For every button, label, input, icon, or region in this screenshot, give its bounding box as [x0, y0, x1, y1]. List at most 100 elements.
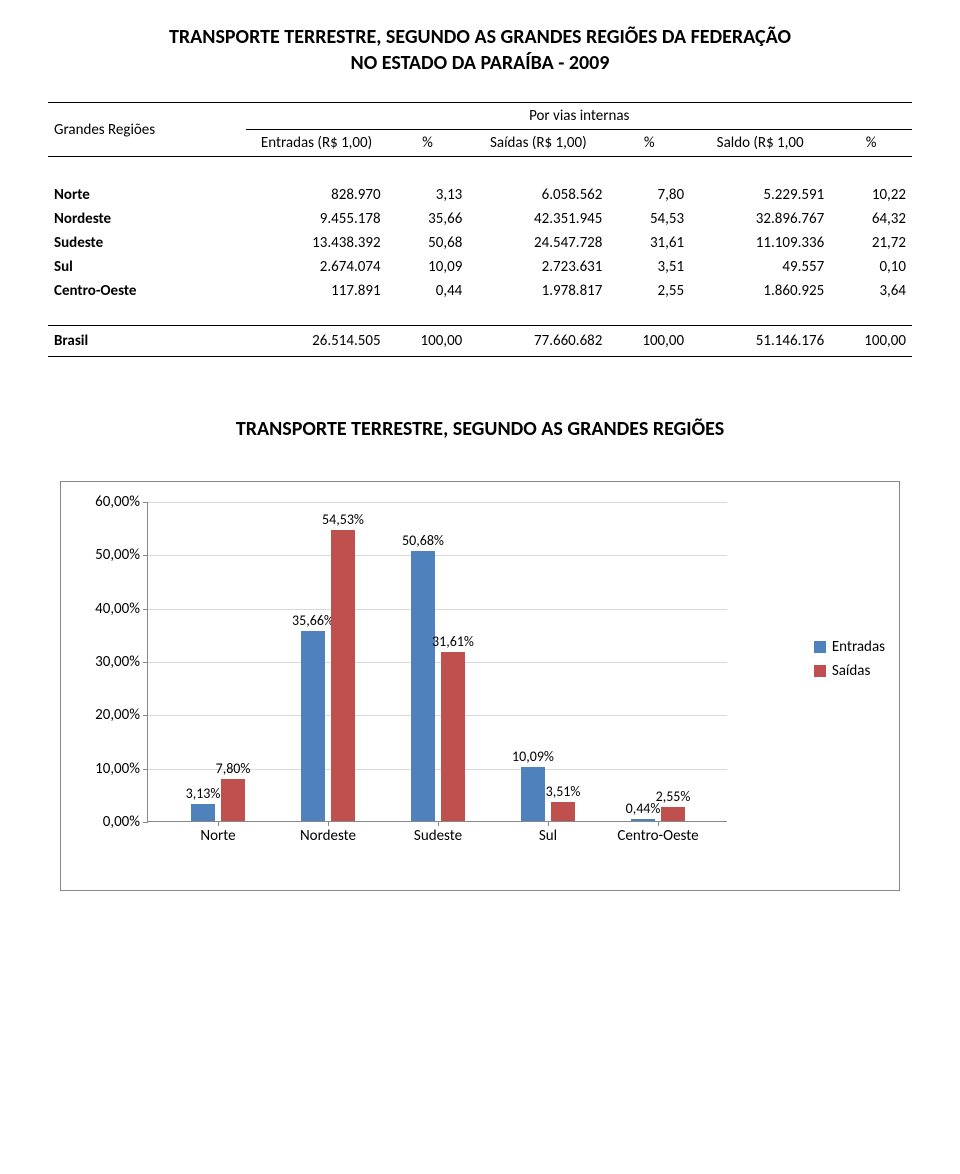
- row-saidas: 6.058.562: [468, 183, 608, 207]
- chart-title: TRANSPORTE TERRESTRE, SEGUNDO AS GRANDES…: [48, 417, 912, 441]
- total-row: Brasil 26.514.505 100,00 77.660.682 100,…: [48, 326, 912, 357]
- header-por-vias: Por vias internas: [246, 103, 912, 130]
- chart-bar: 3,13%: [191, 804, 215, 821]
- row-entradas: 13.438.392: [246, 231, 386, 255]
- bar-value-label: 3,13%: [186, 785, 221, 802]
- title-line-2: NO ESTADO DA PARAÍBA - 2009: [351, 51, 610, 75]
- row-pct-s: 2,55: [608, 279, 690, 303]
- chart: 0,00%10,00%20,00%30,00%40,00%50,00%60,00…: [60, 481, 900, 891]
- header-table: Grandes Regiões Por vias internas Entrad…: [48, 102, 912, 157]
- row-label: Norte: [48, 183, 246, 207]
- chart-group: Norte3,13%7,80%: [168, 501, 268, 821]
- x-axis-label: Sul: [539, 827, 557, 845]
- x-tick: [438, 821, 439, 826]
- row-saidas: 1.978.817: [468, 279, 608, 303]
- x-axis-label: Sudeste: [414, 827, 462, 845]
- row-pct-sl: 3,64: [830, 279, 912, 303]
- total-saidas: 77.660.682: [468, 326, 608, 357]
- total-saldo: 51.146.176: [690, 326, 830, 357]
- bar-value-label: 50,68%: [402, 532, 444, 549]
- header-pct-3: %: [830, 130, 912, 157]
- bar-value-label: 35,66%: [292, 612, 334, 629]
- total-entradas: 26.514.505: [246, 326, 386, 357]
- row-pct-s: 31,61: [608, 231, 690, 255]
- chart-bar: 10,09%: [521, 767, 545, 821]
- header-saldo: Saldo (R$ 1,00: [690, 130, 830, 157]
- y-axis-label: 0,00%: [103, 813, 140, 831]
- header-entradas: Entradas (R$ 1,00): [246, 130, 386, 157]
- total-label: Brasil: [48, 326, 246, 357]
- legend-item: Saídas: [814, 662, 885, 680]
- y-tick: [143, 609, 148, 610]
- y-tick: [143, 769, 148, 770]
- bar-value-label: 3,51%: [546, 783, 581, 800]
- row-entradas: 117.891: [246, 279, 386, 303]
- row-pct-e: 0,44: [387, 279, 469, 303]
- header-pct-2: %: [608, 130, 690, 157]
- y-tick: [143, 715, 148, 716]
- row-pct-e: 10,09: [387, 255, 469, 279]
- chart-legend: Entradas Saídas: [814, 632, 885, 686]
- plot-area: 0,00%10,00%20,00%30,00%40,00%50,00%60,00…: [147, 502, 727, 822]
- row-entradas: 9.455.178: [246, 207, 386, 231]
- y-axis-label: 60,00%: [95, 493, 140, 511]
- x-tick: [658, 821, 659, 826]
- row-saldo: 32.896.767: [690, 207, 830, 231]
- table-row: Sudeste13.438.39250,6824.547.72831,6111.…: [48, 231, 912, 255]
- table-row: Sul2.674.07410,092.723.6313,5149.5570,10: [48, 255, 912, 279]
- row-saldo: 11.109.336: [690, 231, 830, 255]
- chart-bar: 50,68%: [411, 551, 435, 821]
- x-tick: [328, 821, 329, 826]
- row-saidas: 42.351.945: [468, 207, 608, 231]
- row-entradas: 2.674.074: [246, 255, 386, 279]
- x-axis-label: Nordeste: [300, 827, 356, 845]
- row-entradas: 828.970: [246, 183, 386, 207]
- row-pct-s: 54,53: [608, 207, 690, 231]
- x-axis-label: Norte: [200, 827, 235, 845]
- legend-swatch: [814, 665, 826, 677]
- y-axis-label: 10,00%: [95, 760, 140, 778]
- y-axis-label: 40,00%: [95, 600, 140, 618]
- y-tick: [143, 555, 148, 556]
- header-saidas: Saídas (R$ 1,00): [468, 130, 608, 157]
- row-pct-e: 3,13: [387, 183, 469, 207]
- chart-bar: 3,51%: [551, 802, 575, 821]
- row-saldo: 49.557: [690, 255, 830, 279]
- row-label: Sudeste: [48, 231, 246, 255]
- y-axis-label: 50,00%: [95, 546, 140, 564]
- chart-group: Centro-Oeste0,44%2,55%: [608, 501, 708, 821]
- page-title: TRANSPORTE TERRESTRE, SEGUNDO AS GRANDES…: [48, 24, 912, 76]
- table-row: Nordeste9.455.17835,6642.351.94554,5332.…: [48, 207, 912, 231]
- x-axis-label: Centro-Oeste: [617, 827, 698, 845]
- chart-bar: 35,66%: [301, 631, 325, 821]
- bar-value-label: 2,55%: [656, 788, 691, 805]
- row-pct-sl: 0,10: [830, 255, 912, 279]
- row-pct-s: 7,80: [608, 183, 690, 207]
- row-pct-e: 35,66: [387, 207, 469, 231]
- table-row: Centro-Oeste117.8910,441.978.8172,551.86…: [48, 279, 912, 303]
- total-pct-sl: 100,00: [830, 326, 912, 357]
- bar-value-label: 31,61%: [432, 633, 474, 650]
- chart-bar: 7,80%: [221, 779, 245, 821]
- chart-bar: 54,53%: [331, 530, 355, 821]
- row-label: Nordeste: [48, 207, 246, 231]
- total-pct-e: 100,00: [387, 326, 469, 357]
- data-table: [48, 161, 912, 179]
- data-rows: Norte828.9703,136.058.5627,805.229.59110…: [48, 183, 912, 303]
- row-pct-sl: 64,32: [830, 207, 912, 231]
- x-tick: [548, 821, 549, 826]
- row-saidas: 24.547.728: [468, 231, 608, 255]
- bar-value-label: 7,80%: [216, 760, 251, 777]
- total-table: Brasil 26.514.505 100,00 77.660.682 100,…: [48, 325, 912, 357]
- legend-label: Entradas: [832, 638, 885, 656]
- x-tick: [218, 821, 219, 826]
- y-tick: [143, 502, 148, 503]
- legend-swatch: [814, 641, 826, 653]
- y-axis-label: 20,00%: [95, 706, 140, 724]
- chart-group: Sudeste50,68%31,61%: [388, 501, 488, 821]
- header-regioes: Grandes Regiões: [48, 103, 246, 157]
- row-label: Centro-Oeste: [48, 279, 246, 303]
- total-pct-s: 100,00: [608, 326, 690, 357]
- table-row: Norte828.9703,136.058.5627,805.229.59110…: [48, 183, 912, 207]
- y-tick: [143, 822, 148, 823]
